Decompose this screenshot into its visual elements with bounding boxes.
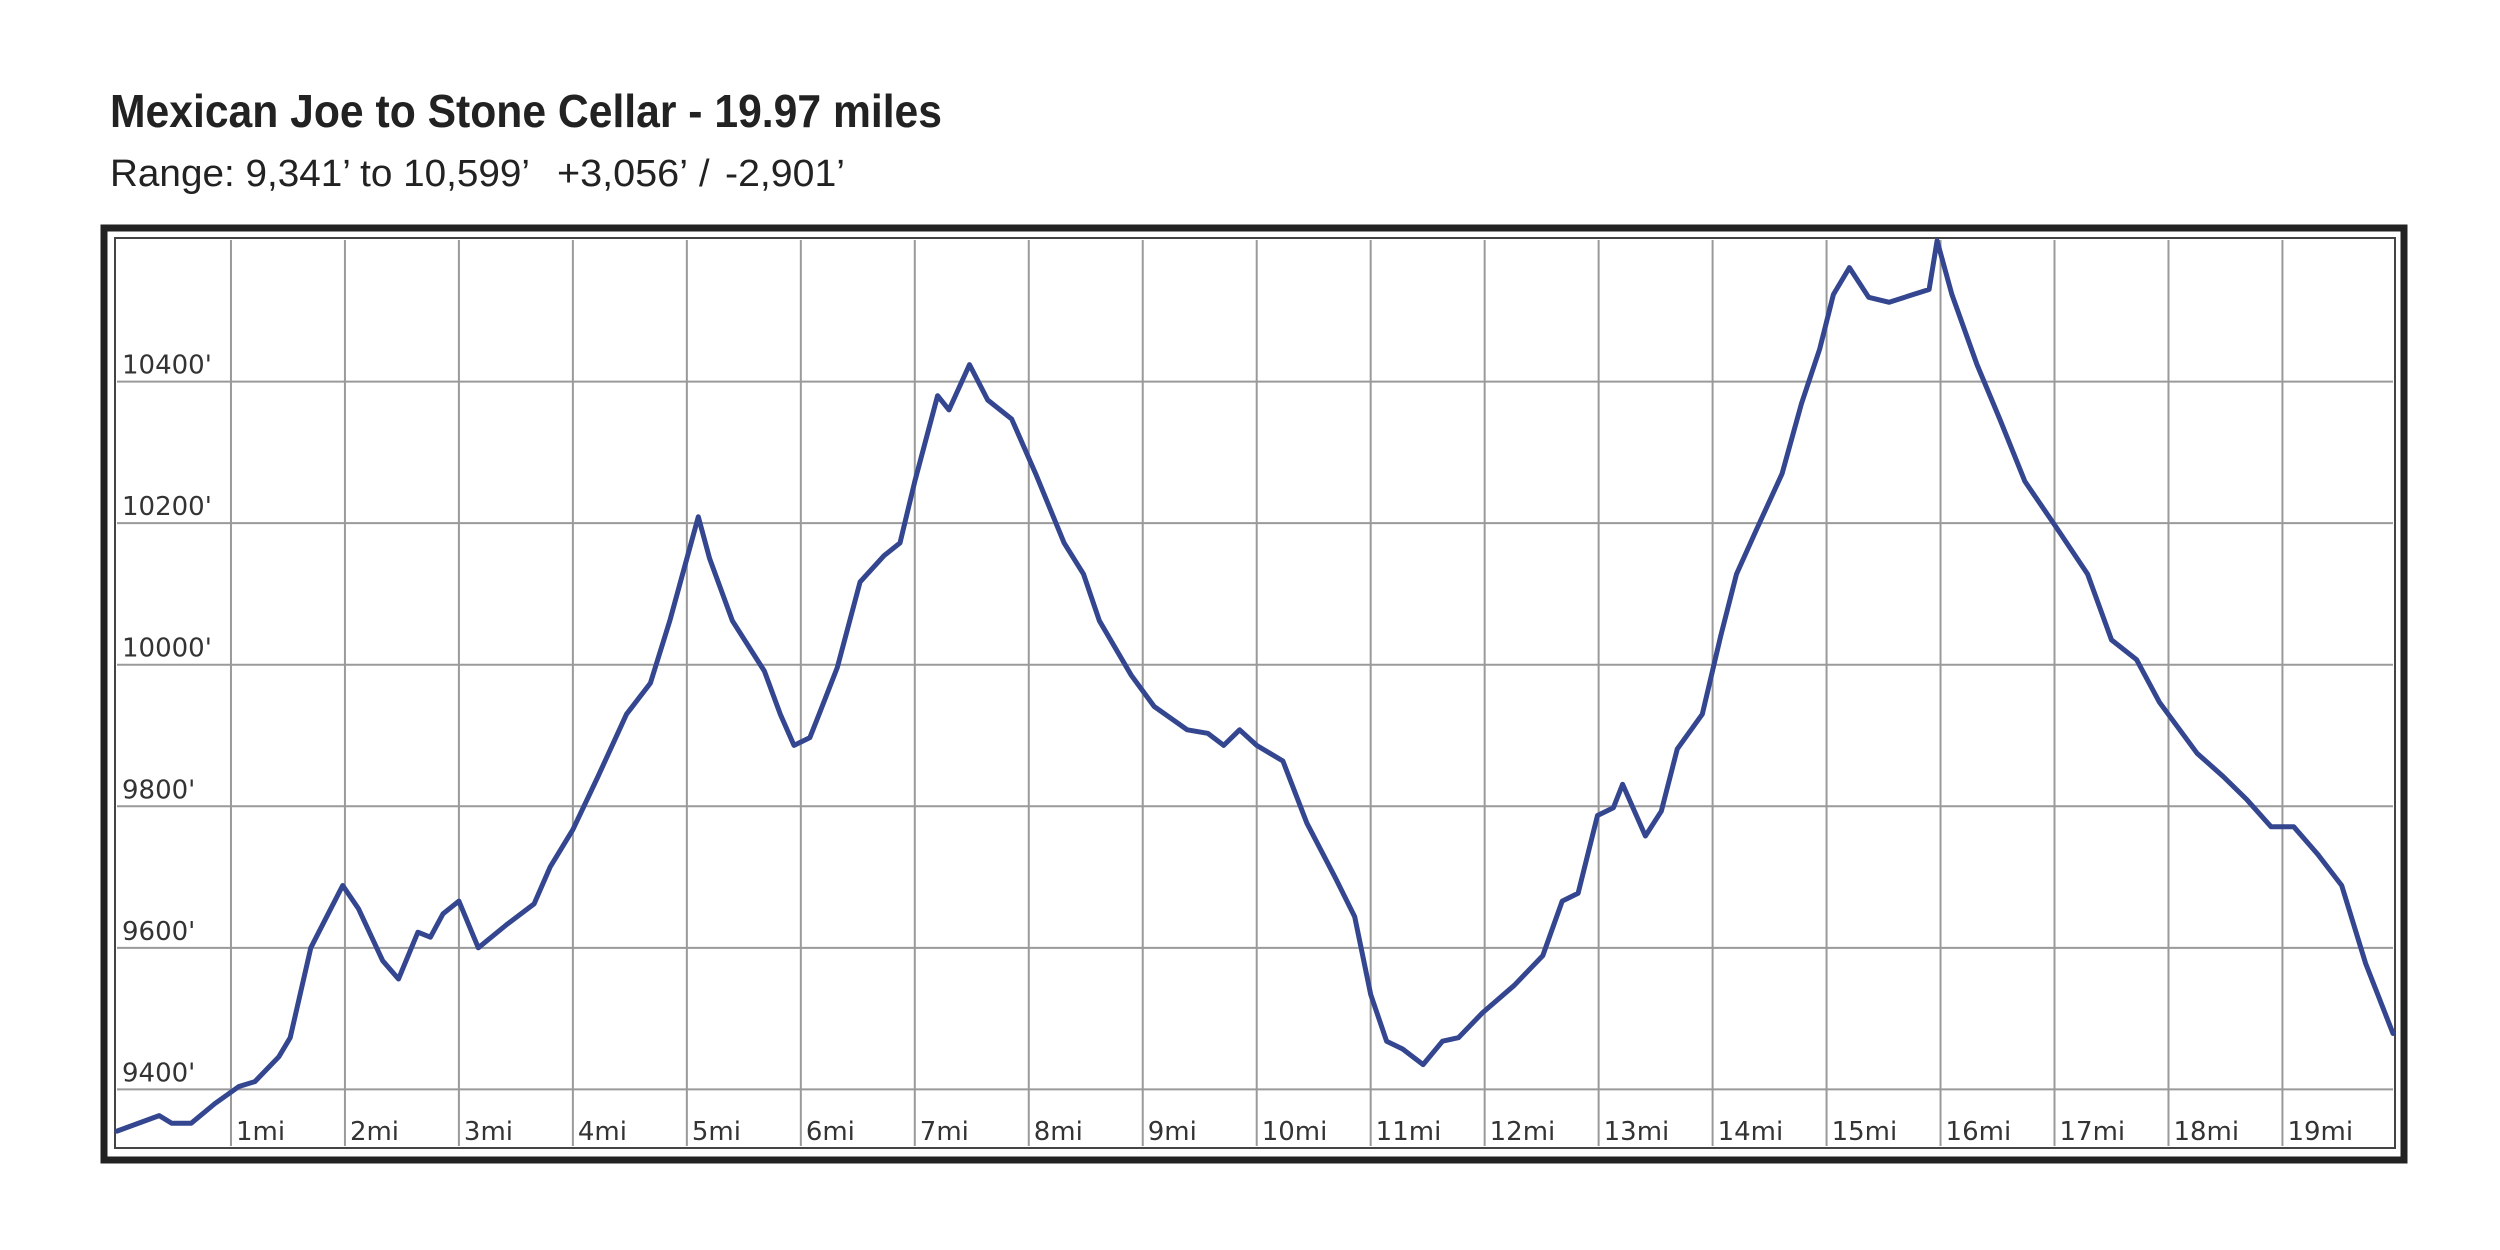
x-tick-label: 19mi	[2287, 1117, 2353, 1147]
x-tick-label: 1mi	[236, 1117, 285, 1147]
x-tick-label: 10mi	[1262, 1117, 1328, 1147]
x-tick-label: 15mi	[1832, 1117, 1898, 1147]
grid: 9400' 9600' 9800' 10000' 10200' 10400' 1mi 2mi 3…	[117, 240, 2393, 1147]
y-tick-label: 10000'	[122, 634, 212, 664]
chart-title: Mexican Joe to Stone Cellar - 19.97 mile…	[110, 85, 942, 137]
elevation-loss: -2,901’	[725, 153, 845, 195]
x-tick-label: 16mi	[1946, 1117, 2012, 1147]
elevation-line	[114, 238, 2396, 1134]
plot-border	[114, 237, 2396, 1149]
elevation-gain: +3,056’	[557, 153, 688, 195]
y-tick-label: 9600'	[122, 917, 195, 947]
x-tick-label: 12mi	[1490, 1117, 1556, 1147]
y-tick-label: 9400'	[122, 1058, 195, 1088]
x-tick-label: 6mi	[806, 1117, 855, 1147]
x-tick-label: 8mi	[1034, 1117, 1083, 1147]
marks	[114, 238, 2396, 1134]
x-tick-label: 4mi	[578, 1117, 627, 1147]
y-tick-label: 10400'	[122, 351, 212, 381]
separator: /	[699, 153, 710, 195]
frame	[100, 224, 2408, 1164]
x-tick-label: 17mi	[2060, 1117, 2126, 1147]
subtitle: Range: 9,341’ to 10,599’	[110, 153, 530, 195]
x-tick-label: 7mi	[920, 1117, 969, 1147]
x-tick-label: 18mi	[2173, 1117, 2239, 1147]
x-tick-label: 3mi	[464, 1117, 513, 1147]
y-tick-label: 9800'	[122, 775, 195, 805]
x-tick-label: 11mi	[1376, 1117, 1442, 1147]
y-tick-label: 10200'	[122, 492, 212, 522]
x-tick-label: 5mi	[692, 1117, 741, 1147]
x-tick-label: 13mi	[1604, 1117, 1670, 1147]
x-tick-label: 2mi	[350, 1117, 399, 1147]
x-tick-label: 14mi	[1718, 1117, 1784, 1147]
x-tick-label: 9mi	[1148, 1117, 1197, 1147]
